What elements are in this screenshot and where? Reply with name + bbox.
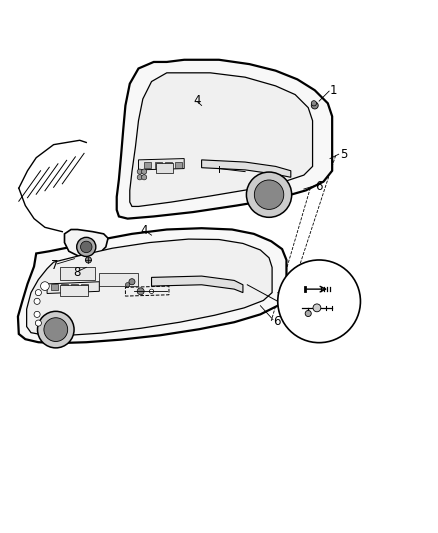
Bar <box>155 162 162 168</box>
Circle shape <box>149 289 154 294</box>
Circle shape <box>125 282 130 287</box>
Text: 1: 1 <box>330 84 338 96</box>
Circle shape <box>41 282 49 290</box>
Text: 4: 4 <box>193 94 201 107</box>
Text: 8: 8 <box>73 265 81 279</box>
Circle shape <box>141 169 147 174</box>
Text: 4: 4 <box>141 224 148 237</box>
Bar <box>71 284 78 289</box>
Bar <box>61 284 68 289</box>
Circle shape <box>141 175 147 180</box>
Text: 6: 6 <box>273 316 281 328</box>
Circle shape <box>38 311 74 348</box>
Bar <box>156 163 173 173</box>
Bar <box>51 284 58 289</box>
Bar <box>81 284 88 289</box>
Polygon shape <box>18 228 286 343</box>
Text: 2: 2 <box>289 280 297 294</box>
Circle shape <box>85 257 92 263</box>
Polygon shape <box>201 160 291 177</box>
Circle shape <box>254 180 284 209</box>
Polygon shape <box>117 60 332 219</box>
Circle shape <box>313 304 321 312</box>
Circle shape <box>311 101 317 106</box>
Bar <box>60 266 95 280</box>
Polygon shape <box>138 158 184 170</box>
Circle shape <box>129 279 135 285</box>
Polygon shape <box>47 282 99 294</box>
Circle shape <box>35 289 42 296</box>
Text: 5: 5 <box>340 148 347 161</box>
Circle shape <box>34 298 40 304</box>
Circle shape <box>247 172 292 217</box>
Polygon shape <box>64 230 108 258</box>
Polygon shape <box>27 239 272 335</box>
Text: 5: 5 <box>289 300 296 313</box>
Bar <box>60 285 88 296</box>
Circle shape <box>44 318 68 342</box>
Circle shape <box>137 288 144 295</box>
Polygon shape <box>130 73 313 206</box>
Circle shape <box>34 311 40 318</box>
Circle shape <box>278 260 360 343</box>
Bar <box>99 273 138 286</box>
Circle shape <box>311 102 318 109</box>
Text: 6: 6 <box>315 180 322 193</box>
Circle shape <box>305 310 311 317</box>
Bar <box>176 162 183 168</box>
Bar <box>144 162 151 168</box>
Text: 7: 7 <box>51 259 59 272</box>
Circle shape <box>137 175 142 180</box>
Circle shape <box>35 320 42 326</box>
Polygon shape <box>152 276 243 293</box>
Circle shape <box>137 169 142 174</box>
Circle shape <box>77 237 96 256</box>
Text: 3: 3 <box>289 299 297 312</box>
Circle shape <box>81 241 92 253</box>
Bar <box>165 162 172 168</box>
